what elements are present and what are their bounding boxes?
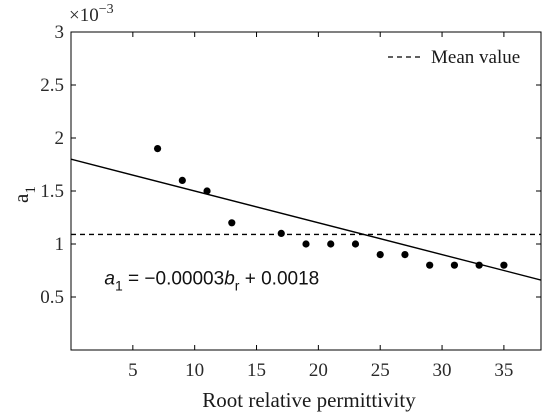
chart-marks bbox=[71, 145, 541, 281]
x-axis: 5 10 15 20 25 30 35 bbox=[128, 32, 513, 381]
y-tick-label: 2.5 bbox=[40, 75, 64, 96]
clipped-marks bbox=[71, 145, 541, 281]
y-axis-multiplier: ×10−3 bbox=[69, 2, 114, 26]
data-point bbox=[178, 176, 186, 184]
data-point bbox=[351, 240, 360, 248]
x-tick-label: 20 bbox=[309, 360, 328, 381]
x-tick-label: 5 bbox=[128, 360, 138, 381]
x-tick-label: 15 bbox=[247, 360, 266, 381]
data-point bbox=[475, 261, 483, 269]
data-point bbox=[450, 261, 459, 269]
y-tick-label: 2 bbox=[55, 128, 65, 149]
fit-line bbox=[71, 158, 541, 281]
x-axis-label: Root relative permittivity bbox=[202, 388, 416, 412]
plot-frame bbox=[70, 31, 542, 351]
y-tick-label: 3 bbox=[55, 22, 65, 43]
data-point bbox=[277, 229, 285, 237]
legend-label-mean-value: Mean value bbox=[431, 47, 520, 68]
svg-text:a1: a1 bbox=[9, 186, 39, 203]
data-point bbox=[153, 145, 162, 153]
y-axis: 0.5 1 1.5 2 2.5 3 bbox=[40, 22, 541, 308]
x-tick-label: 35 bbox=[494, 360, 513, 381]
data-point bbox=[302, 240, 310, 248]
data-point bbox=[500, 261, 508, 269]
data-point bbox=[228, 219, 236, 227]
x-tick-label: 10 bbox=[185, 360, 204, 381]
x-tick-label: 25 bbox=[371, 360, 390, 381]
y-tick-label: 1.5 bbox=[40, 181, 64, 202]
x-tick-label: 30 bbox=[433, 360, 452, 381]
data-point bbox=[426, 261, 434, 269]
data-point bbox=[327, 240, 335, 248]
data-point bbox=[376, 251, 384, 259]
y-axis-label: a1 bbox=[9, 186, 39, 203]
y-tick-label: 0.5 bbox=[40, 287, 64, 308]
legend: Mean value bbox=[388, 47, 520, 68]
data-point bbox=[401, 251, 409, 259]
plot-area bbox=[70, 31, 542, 351]
fit-equation-annotation: a1 = −0.00003br + 0.0018 bbox=[104, 268, 319, 293]
data-point bbox=[203, 187, 211, 195]
y-tick-label: 1 bbox=[55, 234, 65, 255]
